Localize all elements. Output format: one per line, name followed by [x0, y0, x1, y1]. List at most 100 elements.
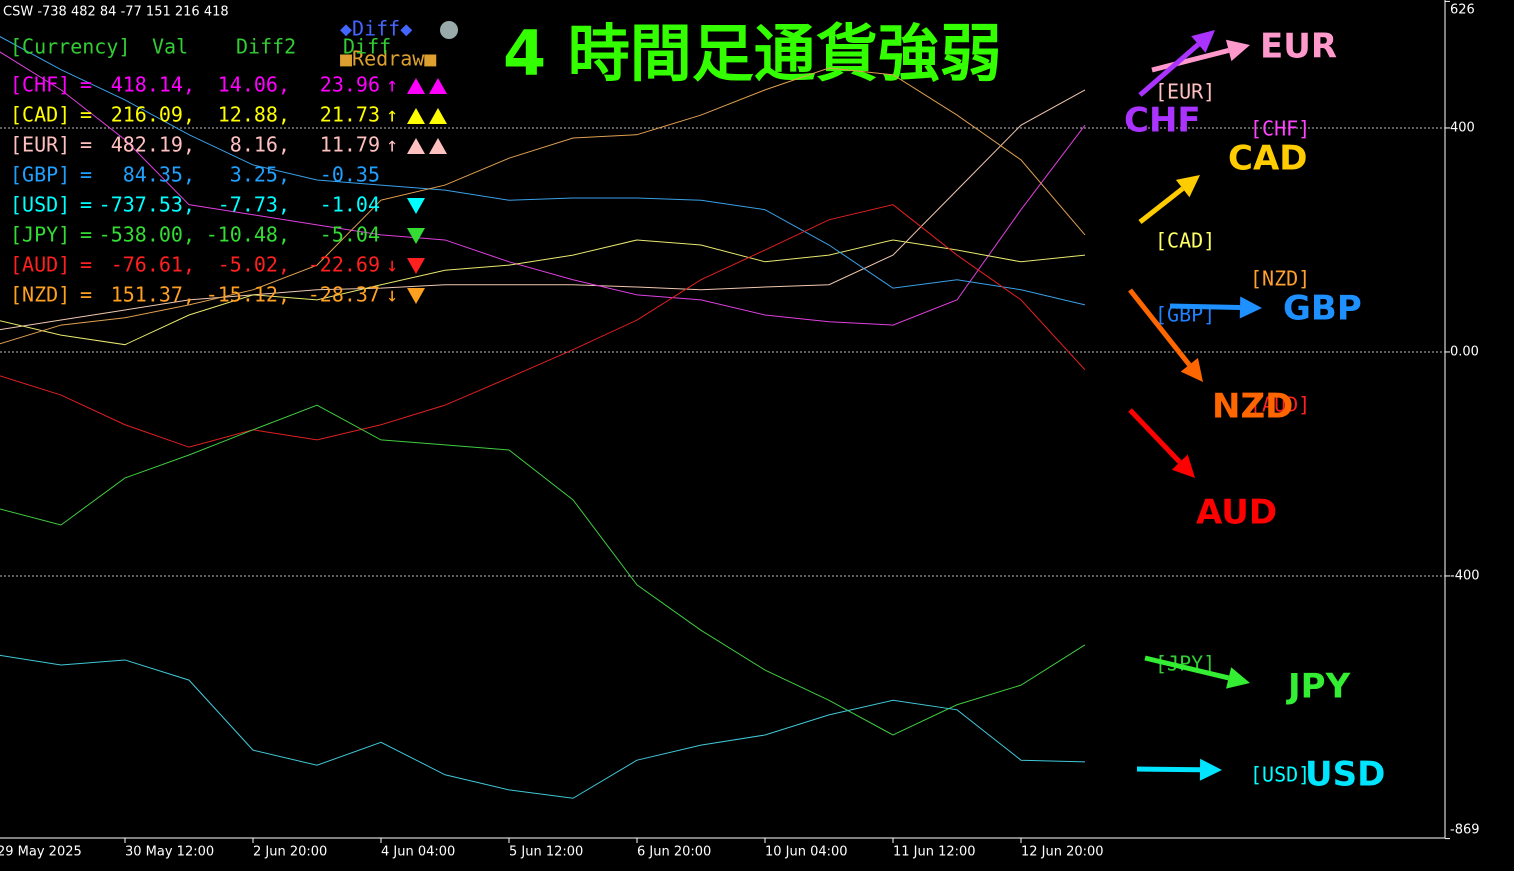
currency-tag: [CHF] [1250, 117, 1310, 141]
trend-triangle [407, 198, 425, 214]
trend-triangle [407, 228, 425, 244]
trend-arrow-head [1180, 357, 1203, 382]
table-cell: [AUD] [10, 253, 70, 277]
table-cell: ↑ [386, 133, 398, 157]
table-cell: 11.79 [320, 133, 380, 157]
trend-arrow [1128, 288, 1192, 367]
trend-arrow-head [1191, 30, 1215, 53]
trend-triangle [407, 258, 425, 274]
table-cell: -5.04 [320, 223, 380, 247]
table-cell: -76.61, [111, 253, 195, 277]
currency-tag: [NZD] [1250, 267, 1310, 291]
table-cell: -1.04 [320, 193, 380, 217]
currency-tag: [USD] [1250, 763, 1310, 787]
table-header: Diff2 [236, 35, 296, 59]
x-tick-label: 2 Jun 20:00 [253, 845, 327, 860]
table-cell: = [80, 283, 92, 307]
series-line [0, 67, 1086, 345]
currency-label: JPY [1286, 667, 1351, 707]
series-line [0, 239, 1086, 346]
x-tick-label: 6 Jun 20:00 [637, 845, 711, 860]
trend-arrow [1144, 655, 1230, 681]
table-cell: = [80, 103, 92, 127]
table-cell: ↓ [386, 283, 398, 307]
x-tick-label: 10 Jun 04:00 [765, 845, 848, 860]
redraw-button[interactable]: ■Redraw■ [340, 47, 436, 71]
x-tick-label: 11 Jun 12:00 [893, 845, 976, 860]
currency-label: CHF [1124, 101, 1201, 141]
table-cell: -28.37 [308, 283, 380, 307]
table-cell: 216.09, [111, 103, 195, 127]
table-cell: [GBP] [10, 163, 70, 187]
table-cell: ↑ [386, 103, 398, 127]
currency-label: EUR [1260, 27, 1337, 67]
trend-arrow-head [1199, 758, 1222, 781]
series-line [0, 89, 1086, 331]
trend-triangle [429, 138, 447, 154]
table-cell: -538.00, [99, 223, 195, 247]
table-cell: ↓ [386, 253, 398, 277]
trend-arrow-head [1171, 454, 1195, 478]
table-cell: 23.96 [320, 73, 380, 97]
table-cell: [JPY] [10, 223, 70, 247]
table-cell: -7.73, [218, 193, 290, 217]
table-cell: -5.02, [218, 253, 290, 277]
trend-arrow-head [1175, 175, 1200, 198]
table-cell: 3.25, [230, 163, 290, 187]
y-tick-label: 400 [1450, 120, 1475, 135]
table-cell: -737.53, [99, 193, 195, 217]
table-cell: 482.19, [111, 133, 195, 157]
currency-label: GBP [1283, 289, 1362, 329]
table-cell: = [80, 73, 92, 97]
trend-arrow [1138, 186, 1185, 224]
trend-triangle [407, 108, 425, 124]
trend-arrow-head [1239, 296, 1262, 319]
series-line [0, 204, 1086, 448]
currency-tag: [CAD] [1155, 229, 1215, 253]
table-cell: -15.12, [206, 283, 290, 307]
table-header: [Currency] [10, 35, 130, 59]
table-cell: 14.06, [218, 73, 290, 97]
table-cell: = [80, 133, 92, 157]
currency-tag: [AUD] [1250, 393, 1310, 417]
table-cell: [EUR] [10, 133, 70, 157]
table-cell: -22.69 [308, 253, 380, 277]
y-tick-label: -869 [1450, 823, 1480, 838]
table-cell: -0.35 [320, 163, 380, 187]
currency-label: AUD [1196, 493, 1277, 533]
currency-label: USD [1305, 755, 1385, 795]
trend-arrow [1169, 303, 1241, 311]
trend-arrow [1136, 766, 1201, 773]
trend-arrow [1128, 408, 1182, 464]
trend-triangle [429, 78, 447, 94]
currency-label: NZD [1212, 387, 1293, 427]
x-tick-label: 5 Jun 12:00 [509, 845, 583, 860]
y-tick-label: -400 [1450, 568, 1480, 583]
table-cell: [CAD] [10, 103, 70, 127]
x-tick-label: 30 May 12:00 [125, 845, 214, 860]
table-cell: 8.16, [230, 133, 290, 157]
trend-triangle [429, 108, 447, 124]
trend-triangle [407, 288, 425, 304]
table-cell: 12.88, [218, 103, 290, 127]
y-tick-label: 626 [1450, 3, 1475, 18]
trend-arrow [1138, 42, 1201, 97]
table-cell: = [80, 223, 92, 247]
trend-triangle [407, 138, 425, 154]
series-line [0, 404, 1086, 736]
table-cell: 418.14, [111, 73, 195, 97]
trend-arrow [1151, 48, 1230, 73]
chart-title: 4 時間足通貨強弱 [503, 17, 1002, 90]
table-cell: 84.35, [123, 163, 195, 187]
trend-arrow-head [1226, 667, 1250, 689]
indicator-label: CSW -738 482 84 -77 151 216 418 [3, 5, 229, 20]
currency-label: CAD [1228, 139, 1308, 179]
table-cell: 21.73 [320, 103, 380, 127]
table-cell: ↑ [386, 73, 398, 97]
table-header: Diff [343, 35, 391, 59]
diff-button[interactable]: ◆Diff◆ [340, 17, 412, 41]
x-tick-label: 4 Jun 04:00 [381, 845, 455, 860]
table-cell: [NZD] [10, 283, 70, 307]
